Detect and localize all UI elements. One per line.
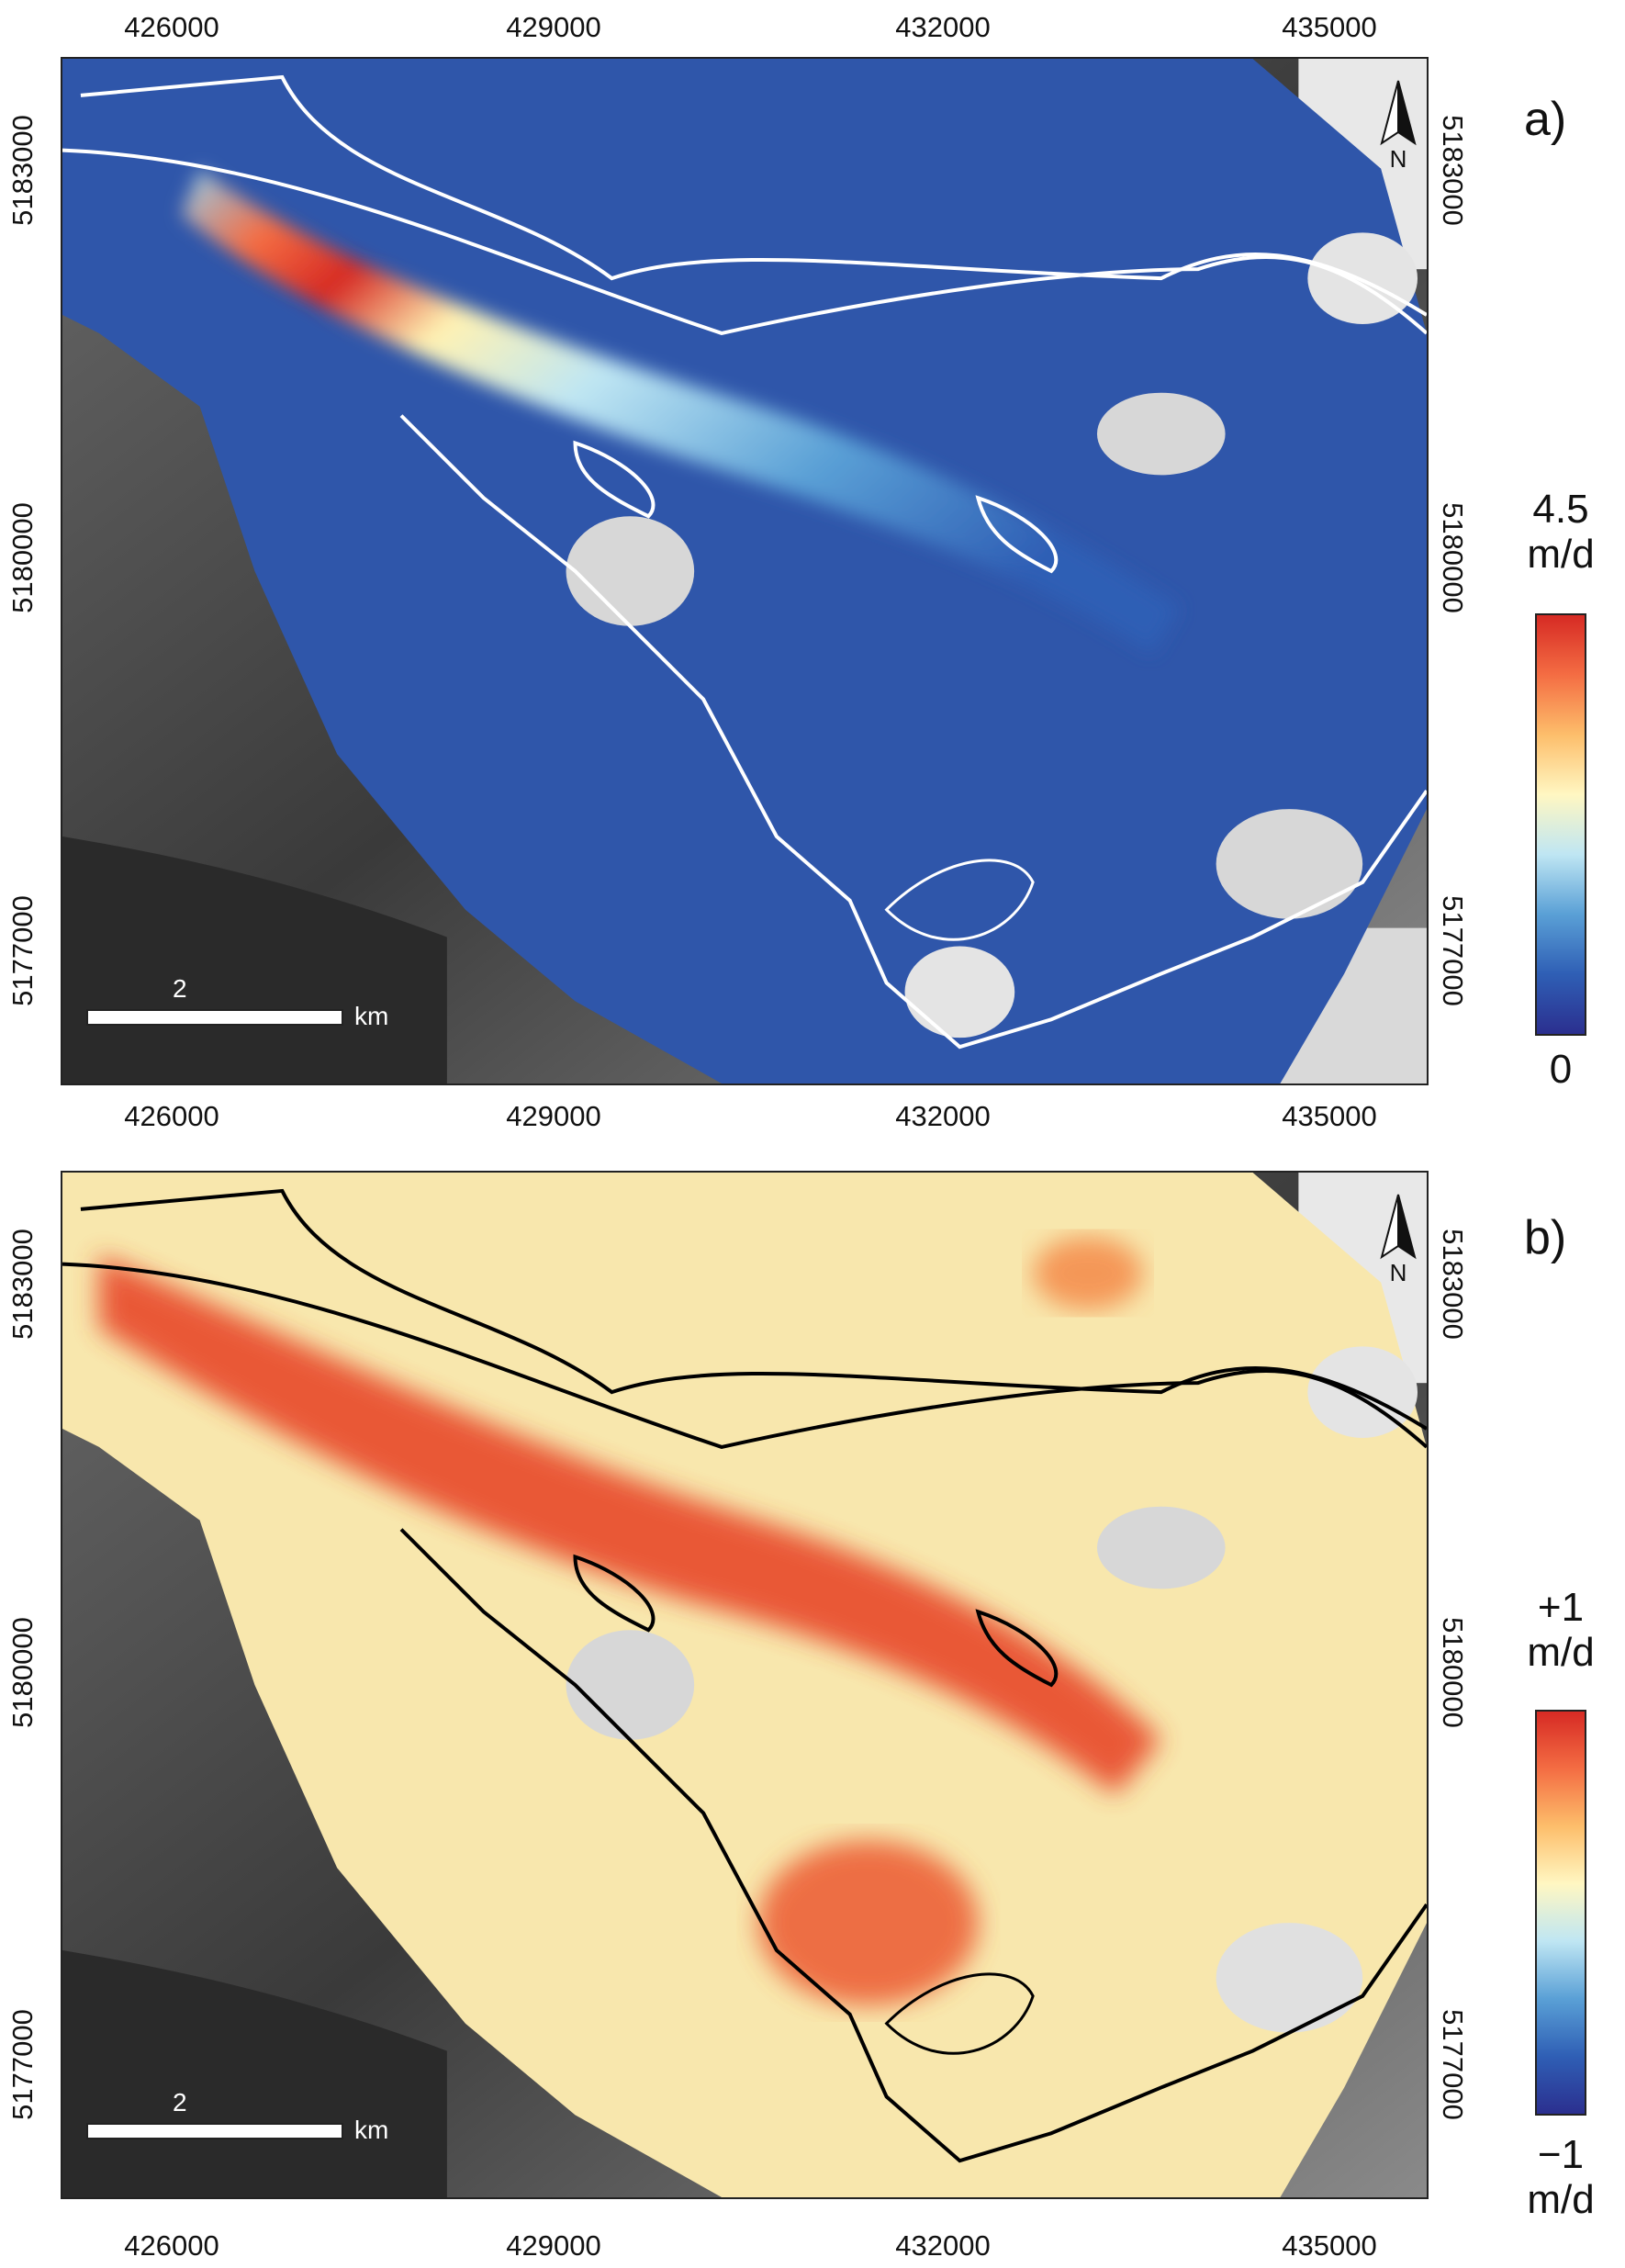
x-tick-label: 429000 bbox=[506, 2229, 601, 2262]
velocity-map-panel-a: 2 km N bbox=[61, 57, 1429, 1085]
x-tick-label: 432000 bbox=[895, 11, 991, 43]
scale-bar bbox=[86, 1009, 343, 1026]
y-tick-label: 5183000 bbox=[1436, 115, 1469, 226]
y-tick-label: 5180000 bbox=[1436, 502, 1469, 613]
scale-bar-number: 2 bbox=[173, 2088, 187, 2116]
north-label: N bbox=[1390, 145, 1407, 171]
x-tick-label: 435000 bbox=[1282, 11, 1377, 43]
velocity-map-panel-b: 2 km N bbox=[61, 1171, 1429, 2199]
y-tick-label: 5180000 bbox=[6, 502, 39, 613]
no-data-patch bbox=[1307, 232, 1418, 324]
y-tick-label: 5177000 bbox=[6, 895, 39, 1006]
x-tick-label: 426000 bbox=[124, 2229, 219, 2262]
scale-bar bbox=[86, 2123, 343, 2139]
y-tick-label: 5183000 bbox=[6, 115, 39, 226]
x-tick-label: 432000 bbox=[895, 2229, 991, 2262]
acceleration-zone bbox=[757, 1840, 979, 2005]
velocity-map-a bbox=[62, 59, 1427, 1083]
north-arrow-icon: N bbox=[1380, 80, 1417, 171]
panel-label-a: a) bbox=[1524, 93, 1567, 146]
glacier-outline bbox=[573, 440, 656, 519]
scale-bar-unit: km bbox=[354, 2116, 389, 2144]
colorbar-min-label-a: 0 bbox=[1506, 1047, 1616, 1092]
no-data-patch bbox=[904, 946, 1015, 1039]
x-tick-label: 429000 bbox=[506, 11, 601, 43]
glacier-outline bbox=[975, 1609, 1059, 1688]
y-tick-label: 5183000 bbox=[6, 1229, 39, 1340]
glacier-outline bbox=[975, 495, 1059, 574]
glacier-outline bbox=[399, 1528, 1427, 2163]
acceleration-zone bbox=[98, 1254, 1161, 1795]
colorbar-max-value: 4.5 bbox=[1532, 487, 1589, 532]
colorbar-b bbox=[1535, 1710, 1586, 2116]
panel-label-b: b) bbox=[1524, 1211, 1567, 1264]
glacier-outline bbox=[884, 1972, 1035, 2055]
glacier-outline bbox=[399, 414, 1427, 1050]
no-data-patch bbox=[1096, 392, 1226, 476]
no-data-patch bbox=[1096, 1506, 1226, 1589]
y-tick-label: 5177000 bbox=[1436, 2009, 1469, 2120]
no-data-patch bbox=[566, 516, 695, 626]
velocity-map-b bbox=[62, 1173, 1427, 2197]
no-data-patch bbox=[1216, 809, 1363, 919]
fast-flow-zone bbox=[181, 168, 1180, 654]
no-data-patch bbox=[566, 1630, 695, 1740]
glacier-outline bbox=[884, 859, 1035, 941]
colorbar-min-label-b: −1 m/d bbox=[1506, 2132, 1616, 2223]
colorbar-a bbox=[1535, 613, 1586, 1036]
glacier-outline bbox=[80, 1188, 1427, 1431]
colorbar-unit: m/d bbox=[1527, 2177, 1595, 2223]
colorbar-max-value: +1 bbox=[1537, 1585, 1585, 1630]
x-tick-label: 429000 bbox=[506, 1100, 601, 1132]
x-tick-label: 432000 bbox=[895, 1100, 991, 1132]
scale-bar-unit: km bbox=[354, 1002, 389, 1030]
y-tick-label: 5180000 bbox=[6, 1617, 39, 1728]
north-label: N bbox=[1390, 1259, 1407, 1285]
north-arrow-icon: N bbox=[1380, 1194, 1417, 1285]
colorbar-min-value: 0 bbox=[1549, 1047, 1573, 1092]
glacier-outline bbox=[573, 1554, 656, 1633]
colorbar-unit: m/d bbox=[1527, 1630, 1595, 1676]
colorbar-unit: m/d bbox=[1527, 532, 1595, 578]
colorbar-max-label-b: +1 m/d bbox=[1506, 1585, 1616, 1676]
y-tick-label: 5177000 bbox=[1436, 895, 1469, 1006]
acceleration-zone bbox=[1033, 1236, 1143, 1310]
x-tick-label: 435000 bbox=[1282, 1100, 1377, 1132]
no-data-patch bbox=[1307, 1346, 1418, 1438]
y-tick-label: 5180000 bbox=[1436, 1617, 1469, 1728]
no-data-patch bbox=[1216, 1923, 1363, 2033]
colorbar-max-label-a: 4.5 m/d bbox=[1506, 487, 1616, 578]
scale-bar-number: 2 bbox=[173, 974, 187, 1003]
glacier-outline bbox=[62, 148, 1427, 335]
x-tick-label: 426000 bbox=[124, 11, 219, 43]
y-tick-label: 5183000 bbox=[1436, 1229, 1469, 1340]
glacier-outline bbox=[62, 1262, 1427, 1449]
glacier-outline bbox=[80, 74, 1427, 317]
x-tick-label: 435000 bbox=[1282, 2229, 1377, 2262]
y-tick-label: 5177000 bbox=[6, 2009, 39, 2120]
colorbar-min-value: −1 bbox=[1537, 2132, 1585, 2177]
x-tick-label: 426000 bbox=[124, 1100, 219, 1132]
